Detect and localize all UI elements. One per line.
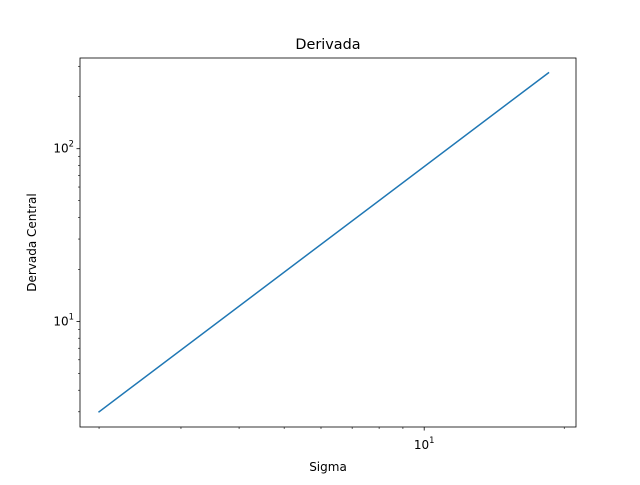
y-axis-label: Dervada Central [25, 193, 39, 292]
axes-frame [79, 57, 577, 428]
y-tick-label: 102 [53, 139, 74, 156]
x-tick-label: 101 [414, 435, 435, 452]
chart-title: Derivada [295, 37, 360, 53]
series-line-0 [97, 71, 550, 413]
plot-area [97, 71, 550, 413]
x-axis-label: Sigma [309, 460, 347, 474]
y-tick-label: 101 [53, 311, 74, 328]
ticks: 101 101 102 [53, 65, 565, 452]
